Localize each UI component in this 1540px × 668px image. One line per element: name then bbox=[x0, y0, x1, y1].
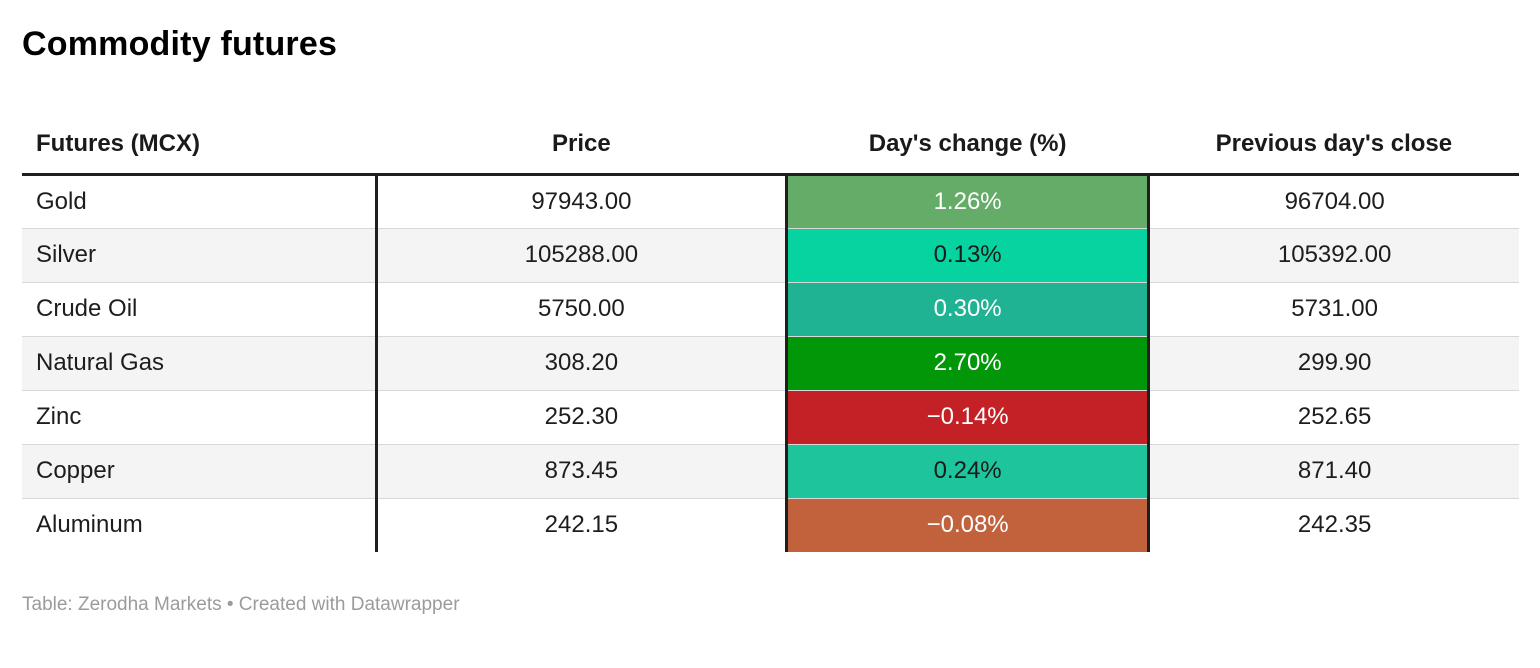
cell-price: 5750.00 bbox=[376, 281, 787, 336]
column-header-futures-mcx: Futures (MCX) bbox=[22, 116, 377, 176]
cell-previous-close: 105392.00 bbox=[1148, 227, 1519, 282]
table-row: Aluminum 242.15 −0.08% 242.35 bbox=[22, 497, 1519, 552]
cell-previous-close: 252.65 bbox=[1148, 389, 1519, 444]
cell-days-change: 0.24% bbox=[784, 443, 1151, 498]
cell-commodity-name: Crude Oil bbox=[22, 281, 378, 336]
table-row: Crude Oil 5750.00 0.30% 5731.00 bbox=[22, 281, 1519, 336]
cell-days-change: 0.13% bbox=[784, 227, 1151, 282]
commodity-futures-table: Futures (MCX) Price Day's change (%) Pre… bbox=[22, 116, 1519, 552]
page: Commodity futures Futures (MCX) Price Da… bbox=[0, 24, 1540, 616]
cell-price: 97943.00 bbox=[531, 187, 632, 215]
cell-price: 105288.00 bbox=[376, 227, 787, 282]
header-row: Futures (MCX) Price Day's change (%) Pre… bbox=[22, 116, 1519, 176]
cell-commodity-name: Natural Gas bbox=[22, 335, 378, 390]
cell-price: 873.45 bbox=[376, 443, 787, 498]
table-row: Copper 873.45 0.24% 871.40 bbox=[22, 443, 1519, 498]
column-header-days-change: Day's change (%) bbox=[786, 116, 1149, 176]
cell-price: 308.20 bbox=[376, 335, 787, 390]
table-body: Gold 97943.00 1.26% 96704.00 Silver 1052… bbox=[22, 174, 1519, 552]
table-row: Natural Gas 308.20 2.70% 299.90 bbox=[22, 335, 1519, 390]
table-row: Gold 97943.00 1.26% 96704.00 bbox=[22, 174, 1519, 228]
cell-days-change: 1.26% bbox=[784, 174, 1151, 228]
page-title: Commodity futures bbox=[22, 25, 338, 63]
cell-previous-close: 299.90 bbox=[1148, 335, 1519, 390]
cell-price: 252.30 bbox=[376, 389, 787, 444]
cell-commodity-name: Zinc bbox=[22, 389, 378, 444]
cell-days-change: 2.70% bbox=[784, 335, 1151, 390]
cell-commodity-name: Aluminum bbox=[22, 497, 378, 552]
cell-previous-close: 242.35 bbox=[1148, 497, 1519, 552]
table-row: Silver 105288.00 0.13% 105392.00 bbox=[22, 227, 1519, 282]
cell-price: 242.15 bbox=[376, 497, 787, 552]
cell-commodity-name: Copper bbox=[22, 443, 378, 498]
column-header-previous-days-close: Previous day's close bbox=[1148, 116, 1519, 176]
cell-previous-close: 871.40 bbox=[1148, 443, 1519, 498]
cell-days-change: 0.30% bbox=[784, 281, 1151, 336]
cell-commodity-name: Gold bbox=[22, 174, 378, 228]
column-header-price: Price bbox=[376, 116, 787, 176]
cell-commodity-name: Silver bbox=[22, 227, 378, 282]
cell-previous-close: 5731.00 bbox=[1148, 281, 1519, 336]
table-header: Futures (MCX) Price Day's change (%) Pre… bbox=[22, 116, 1519, 176]
cell-days-change: −0.08% bbox=[784, 497, 1151, 552]
cell-days-change: −0.14% bbox=[784, 389, 1151, 444]
source-attribution: Table: Zerodha Markets • Created with Da… bbox=[22, 594, 460, 615]
table-row: Zinc 252.30 −0.14% 252.65 bbox=[22, 389, 1519, 444]
cell-previous-close: 96704.00 bbox=[1284, 187, 1385, 215]
